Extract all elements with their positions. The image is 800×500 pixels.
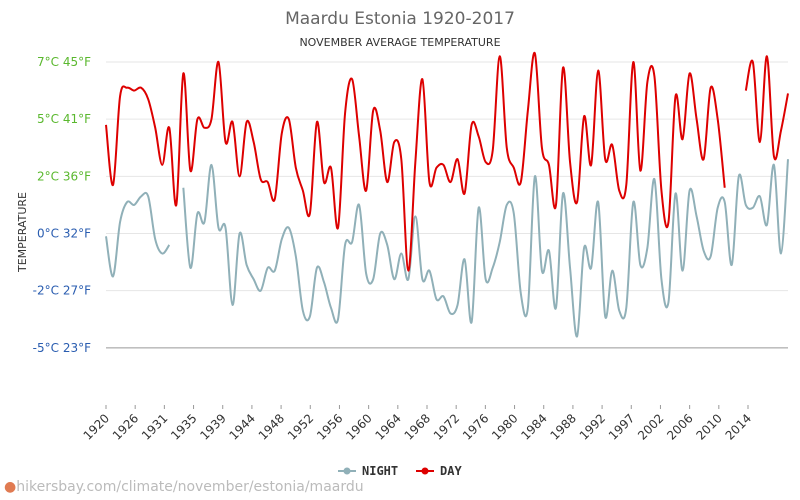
legend-label-night[interactable]: NIGHT — [362, 464, 398, 478]
legend-marker-night — [343, 467, 351, 475]
x-tick-label: 1939 — [197, 411, 228, 442]
chart-subtitle: NOVEMBER AVERAGE TEMPERATURE — [299, 36, 500, 49]
series-night — [105, 159, 789, 338]
x-tick-label: 1984 — [518, 411, 549, 442]
series-line-night — [105, 191, 171, 278]
credit-text: hikersbay.com/climate/november/estonia/m… — [16, 479, 364, 495]
location-pin-icon: ● — [4, 479, 17, 495]
x-tick-label: 1972 — [431, 411, 462, 442]
chart-title: Maardu Estonia 1920-2017 — [285, 9, 515, 29]
x-tick-label: 2006 — [664, 411, 695, 442]
x-tick-label: 1956 — [314, 411, 345, 442]
series-line-day — [105, 52, 726, 272]
x-tick-label: 1920 — [81, 411, 112, 442]
x-tick-label: 1968 — [402, 411, 433, 442]
y-tick-label: 2°C 36°F — [37, 169, 91, 183]
legend: NIGHT DAY — [338, 464, 462, 478]
series-day — [105, 52, 789, 272]
x-tick-label: 1997 — [606, 411, 637, 442]
series-lines — [105, 52, 789, 338]
x-tick-label: 2010 — [693, 411, 724, 442]
x-tick-label: 1988 — [548, 411, 579, 442]
y-tick-label: 0°C 32°F — [37, 227, 91, 241]
x-tick-label: 1931 — [139, 411, 170, 442]
x-tick-label: 1992 — [577, 411, 608, 442]
x-tick-label: 1926 — [110, 411, 141, 442]
y-tick-label: -5°C 23°F — [33, 341, 91, 355]
x-tick-label: 2002 — [635, 411, 666, 442]
x-tick-labels: 1920192619311935193919441948195219561960… — [81, 411, 754, 442]
x-tick-label: 1952 — [285, 411, 316, 442]
x-tick-label: 2014 — [723, 411, 754, 442]
y-tick-label: -2°C 27°F — [33, 284, 91, 298]
legend-label-day[interactable]: DAY — [440, 464, 462, 478]
series-line-day — [744, 55, 789, 161]
source-credit[interactable]: ●hikersbay.com/climate/november/estonia/… — [4, 479, 364, 495]
y-tick-label: 5°C 41°F — [37, 112, 91, 126]
x-tick-label: 1976 — [460, 411, 491, 442]
legend-marker-day — [421, 467, 429, 475]
y-tick-labels: 7°C 45°F 5°C 41°F 2°C 36°F 0°C 32°F -2°C 27°… — [33, 55, 91, 355]
x-tick-label: 1960 — [343, 411, 374, 442]
y-axis-label: TEMPERATURE — [16, 192, 29, 273]
x-tick-label: 1948 — [256, 411, 287, 442]
x-tick-label: 1980 — [489, 411, 520, 442]
x-tick-label: 1964 — [372, 411, 403, 442]
y-tick-label: 7°C 45°F — [37, 55, 91, 69]
series-line-night — [182, 159, 789, 338]
x-tick-label: 1944 — [227, 411, 258, 442]
x-tick-label: 1935 — [168, 411, 199, 442]
